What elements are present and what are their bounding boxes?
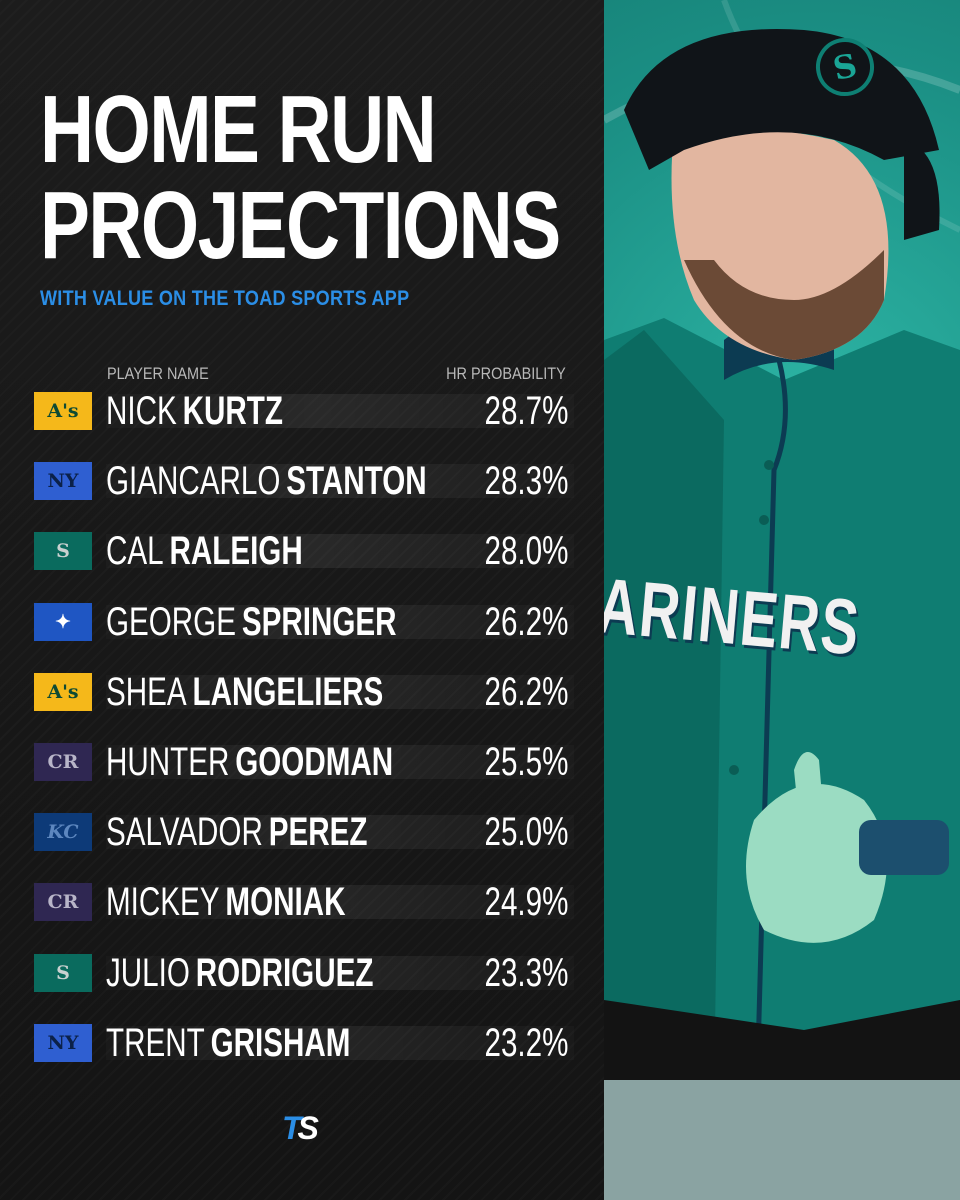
player-last-name: MONIAK	[225, 880, 346, 925]
player-last-name: LANGELIERS	[192, 669, 384, 714]
player-name: GEORGE SPRINGER	[106, 599, 396, 645]
brand-letter-t: T	[282, 1110, 301, 1146]
royals-logo-icon: KC	[34, 813, 92, 852]
brand-letter-s: S	[297, 1110, 319, 1146]
left-panel: HOME RUN PROJECTIONS WITH VALUE ON THE T…	[0, 0, 604, 1200]
player-row: NY GIANCARLO STANTON 28.3%	[34, 458, 574, 504]
player-name: GIANCARLO STANTON	[106, 458, 427, 504]
column-header-player-name: PLAYER NAME	[107, 364, 209, 383]
player-name: CAL RALEIGH	[106, 528, 303, 574]
player-first-name: JULIO	[106, 950, 190, 995]
player-row: NY TRENT GRISHAM 23.2%	[34, 1020, 574, 1066]
player-row: CR HUNTER GOODMAN 25.5%	[34, 739, 574, 785]
subtitle: WITH VALUE ON THE TOAD SPORTS APP	[40, 287, 410, 310]
player-name: SHEA LANGELIERS	[106, 669, 383, 715]
player-first-name: CAL	[106, 529, 164, 574]
row-highlight	[106, 534, 574, 569]
player-name: MICKEY MONIAK	[106, 879, 345, 925]
player-last-name: RALEIGH	[169, 529, 303, 574]
row-highlight	[106, 955, 574, 990]
yankees-logo-icon: NY	[34, 1023, 92, 1062]
hr-probability-value: 28.3%	[484, 459, 568, 504]
player-first-name: MICKEY	[106, 880, 220, 925]
player-photo: S ARINERS	[604, 0, 960, 1200]
page-title: HOME RUN PROJECTIONS	[40, 76, 561, 279]
player-last-name: SPRINGER	[241, 599, 397, 644]
player-last-name: GOODMAN	[235, 739, 394, 784]
mariners-logo-icon: S	[34, 953, 92, 992]
row-highlight	[106, 1025, 574, 1060]
player-row: S CAL RALEIGH 28.0%	[34, 528, 574, 574]
player-last-name: RODRIGUEZ	[195, 950, 374, 995]
player-name: JULIO RODRIGUEZ	[106, 950, 373, 996]
player-last-name: PEREZ	[268, 810, 368, 855]
player-last-name: KURTZ	[182, 389, 283, 433]
player-row: A's NICK KURTZ 28.7%	[34, 388, 574, 434]
player-last-name: STANTON	[286, 459, 427, 504]
hr-probability-value: 26.2%	[484, 599, 568, 644]
row-highlight	[106, 885, 574, 920]
player-name: NICK KURTZ	[106, 388, 283, 434]
player-first-name: TRENT	[106, 1020, 205, 1065]
player-list: A's NICK KURTZ 28.7% NY GIANCARLO STANTON 28.3%…	[34, 388, 574, 1090]
player-row: S JULIO RODRIGUEZ 23.3%	[34, 950, 574, 996]
player-first-name: GEORGE	[106, 599, 236, 644]
player-row: ✦ GEORGE SPRINGER 26.2%	[34, 599, 574, 645]
hr-probability-value: 23.2%	[484, 1020, 568, 1065]
hr-probability-value: 25.5%	[484, 739, 568, 784]
player-name: SALVADOR PEREZ	[106, 809, 367, 855]
row-highlight	[106, 815, 574, 850]
row-highlight	[106, 674, 574, 709]
player-name: TRENT GRISHAM	[106, 1020, 350, 1066]
player-illustration	[604, 0, 960, 1200]
row-highlight	[106, 744, 574, 779]
player-name: HUNTER GOODMAN	[106, 739, 393, 785]
hr-probability-value: 23.3%	[484, 950, 568, 995]
yankees-logo-icon: NY	[34, 462, 92, 501]
athletics-logo-icon: A's	[34, 672, 92, 711]
rockies-logo-icon: CR	[34, 883, 92, 922]
athletics-logo-icon: A's	[34, 392, 92, 430]
rockies-logo-icon: CR	[34, 742, 92, 781]
player-row: KC SALVADOR PEREZ 25.0%	[34, 809, 574, 855]
player-first-name: SHEA	[106, 669, 187, 714]
player-last-name: GRISHAM	[210, 1020, 351, 1065]
mariners-logo-icon: S	[34, 532, 92, 571]
player-first-name: GIANCARLO	[106, 459, 281, 504]
row-highlight	[106, 394, 574, 428]
player-row: A's SHEA LANGELIERS 26.2%	[34, 669, 574, 715]
title-line-2: PROJECTIONS	[40, 172, 561, 279]
title-line-1: HOME RUN	[40, 76, 437, 183]
player-first-name: HUNTER	[106, 739, 230, 784]
hr-probability-value: 28.7%	[484, 389, 568, 433]
row-highlight	[106, 604, 574, 639]
blue-jays-logo-icon: ✦	[34, 602, 92, 641]
hr-probability-value: 28.0%	[484, 529, 568, 574]
hr-probability-value: 26.2%	[484, 669, 568, 714]
row-highlight	[106, 464, 574, 499]
player-first-name: NICK	[106, 389, 177, 433]
column-header-hr-probability: HR PROBABILITY	[446, 364, 566, 383]
toad-sports-logo: TS	[282, 1110, 319, 1147]
hr-probability-value: 24.9%	[484, 880, 568, 925]
hr-probability-value: 25.0%	[484, 810, 568, 855]
player-first-name: SALVADOR	[106, 810, 263, 855]
player-row: CR MICKEY MONIAK 24.9%	[34, 879, 574, 925]
